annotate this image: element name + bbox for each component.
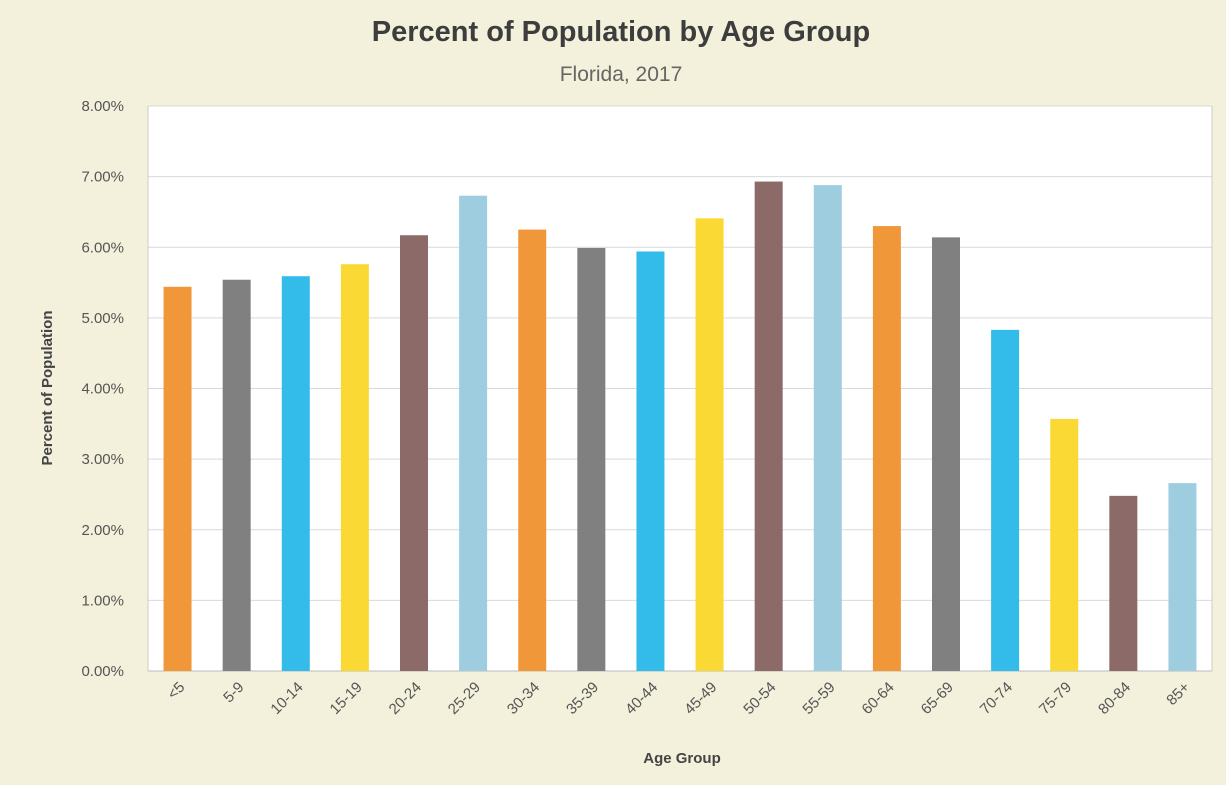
bar-35-39 — [577, 247, 606, 672]
x-tick-label: 50-54 — [740, 679, 779, 718]
x-tick-label: 75-79 — [1036, 679, 1075, 718]
bars — [163, 181, 1197, 672]
bar-40-44 — [636, 251, 665, 672]
x-tick-label: 15-19 — [327, 679, 366, 718]
bar-55-59 — [813, 185, 842, 671]
x-tick-label: <5 — [164, 679, 188, 703]
y-tick-label: 7.00% — [81, 169, 124, 186]
bar-85+ — [1168, 483, 1197, 671]
x-tick-label: 30-34 — [504, 679, 543, 718]
bar-25-29 — [459, 195, 488, 671]
x-tick-label: 5-9 — [220, 679, 247, 706]
x-axis-title: Age Group — [643, 750, 721, 767]
y-tick-label: 8.00% — [81, 98, 124, 115]
bar-45-49 — [695, 218, 724, 671]
x-tick-label: 60-64 — [859, 679, 898, 718]
chart-subtitle: Florida, 2017 — [560, 63, 683, 86]
x-tick-label: 80-84 — [1095, 679, 1134, 718]
y-tick-label: 4.00% — [81, 381, 124, 398]
bar-5-9 — [222, 279, 251, 671]
x-tick-labels: <5 5-9 10-14 15-19 20-24 25-29 30-34 35-39 40-44… — [164, 679, 1193, 718]
x-tick-label: 85+ — [1163, 679, 1193, 709]
y-tick-label: 5.00% — [81, 310, 124, 327]
y-tick-labels: 0.00% 1.00% 2.00% 3.00% 4.00% 5.00% 6.00% 7.00%… — [81, 98, 124, 680]
x-tick-label: 20-24 — [386, 679, 425, 718]
bar-15-19 — [340, 264, 369, 671]
y-axis-title: Percent of Population — [39, 310, 56, 465]
bar-80-84 — [1109, 495, 1138, 671]
chart-title: Percent of Population by Age Group — [372, 16, 870, 48]
x-tick-label: 65-69 — [918, 679, 957, 718]
y-tick-label: 1.00% — [81, 592, 124, 609]
x-tick-label: 10-14 — [267, 679, 306, 718]
x-tick-label: 70-74 — [977, 679, 1016, 718]
bar-50-54 — [754, 181, 783, 671]
bar-10-14 — [281, 276, 310, 671]
bar-70-74 — [991, 329, 1020, 671]
bar-<5 — [163, 286, 192, 671]
y-tick-label: 6.00% — [81, 239, 124, 256]
bar-20-24 — [400, 235, 428, 671]
gridlines — [147, 105, 1213, 672]
y-tick-label: 0.00% — [81, 663, 124, 680]
bar-60-64 — [872, 226, 901, 671]
x-tick-label: 45-49 — [681, 679, 720, 718]
y-tick-label: 3.00% — [81, 451, 124, 468]
y-tick-label: 2.00% — [81, 522, 124, 539]
x-tick-label: 55-59 — [799, 679, 838, 718]
bar-30-34 — [518, 229, 547, 671]
x-tick-label: 40-44 — [622, 679, 661, 718]
x-tick-label: 35-39 — [563, 679, 602, 718]
bar-65-69 — [932, 237, 960, 672]
x-tick-label: 25-29 — [445, 679, 484, 718]
bar-75-79 — [1050, 418, 1079, 671]
